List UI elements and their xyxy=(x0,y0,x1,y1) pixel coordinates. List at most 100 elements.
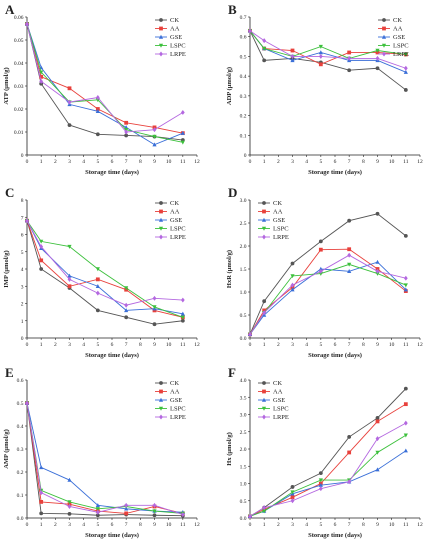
data-point xyxy=(248,513,252,519)
data-point xyxy=(39,70,44,75)
legend-marker xyxy=(158,43,164,48)
data-point xyxy=(347,262,352,267)
x-tick-label: 9 xyxy=(376,159,379,165)
chart-panel-e: E0 1 2 3 4 5 6 7 8 9 10 11 120.00.10.20.30.40.50.6St… xyxy=(3,365,200,539)
x-tick-label: 6 xyxy=(111,159,114,165)
legend-item-lrpe: LRPE xyxy=(155,51,186,58)
y-tick-label: 0.05 xyxy=(14,38,24,44)
data-point xyxy=(318,266,323,271)
y-tick-label: 0.2 xyxy=(240,114,247,120)
x-tick-label: 3 xyxy=(291,522,294,528)
data-point xyxy=(95,503,100,508)
series-lrpe xyxy=(25,400,185,518)
data-point xyxy=(318,239,323,244)
y-axis-label: ADP (μmol/g) xyxy=(226,67,233,105)
y-tick-label: 0.03 xyxy=(14,84,24,90)
data-point xyxy=(39,511,44,516)
x-tick-label: 0 xyxy=(249,522,252,528)
legend-item-gse: GSE xyxy=(155,34,182,41)
x-tick-label: 8 xyxy=(139,159,142,165)
y-tick-label: 0.02 xyxy=(14,107,24,113)
legend-label: LSPC xyxy=(273,406,289,413)
data-point xyxy=(375,66,380,71)
legend-marker xyxy=(262,381,266,385)
x-tick-label: 3 xyxy=(68,159,71,165)
x-tick-label: 0 xyxy=(26,342,29,348)
legend-marker xyxy=(158,406,164,411)
legend-marker xyxy=(382,26,386,31)
x-axis-label: Storage time (days) xyxy=(308,532,362,539)
y-tick-label: 3.0 xyxy=(240,413,247,419)
data-point xyxy=(403,433,408,438)
data-point xyxy=(375,268,380,274)
legend-marker xyxy=(262,209,266,214)
legend-label: LRPE xyxy=(170,234,186,241)
legend-label: AA xyxy=(170,209,180,216)
data-point xyxy=(347,252,352,258)
series-line xyxy=(26,402,183,513)
data-point xyxy=(152,513,157,518)
x-tick-label: 4 xyxy=(305,159,308,165)
data-point xyxy=(262,509,267,514)
data-point xyxy=(95,509,100,515)
data-point xyxy=(375,48,380,53)
data-point xyxy=(180,512,185,518)
legend-label: CK xyxy=(273,200,282,207)
y-tick-label: 0.4 xyxy=(240,74,247,80)
data-point xyxy=(180,318,185,323)
data-point xyxy=(375,467,380,472)
data-point xyxy=(152,509,157,514)
data-point xyxy=(39,239,44,244)
legend-item-lspc: LSPC xyxy=(258,226,289,233)
x-tick-label: 0 xyxy=(249,342,252,348)
x-tick-label: 1 xyxy=(40,522,43,528)
x-tick-label: 1 xyxy=(40,342,43,348)
x-tick-label: 9 xyxy=(376,342,379,348)
data-point xyxy=(318,478,323,483)
data-point xyxy=(403,52,408,57)
y-tick-label: 0.2 xyxy=(17,470,24,476)
data-point xyxy=(290,48,295,53)
y-tick-label: 2.0 xyxy=(240,244,247,250)
x-tick-label: 8 xyxy=(139,522,142,528)
data-point xyxy=(67,504,72,509)
data-point xyxy=(262,299,267,304)
data-point xyxy=(67,500,72,505)
x-tick-label: 1 xyxy=(263,159,266,165)
legend-label: LSPC xyxy=(273,226,289,233)
x-tick-label: 7 xyxy=(348,522,351,528)
y-tick-label: 1.0 xyxy=(240,290,247,296)
y-axis-label: IMP (μmol/g) xyxy=(3,250,10,287)
y-tick-label: 2 xyxy=(21,302,24,308)
y-tick-label: 5 xyxy=(21,250,24,256)
data-point xyxy=(290,58,295,63)
data-point xyxy=(403,420,408,426)
x-tick-label: 11 xyxy=(403,342,409,348)
x-tick-label: 4 xyxy=(305,522,308,528)
data-point xyxy=(39,244,44,250)
legend-item-lrpe: LRPE xyxy=(258,234,289,241)
chart-panel-b: B0 1 2 3 4 5 6 7 8 9 10 11 1200.10.20.30.40.50.60.7S… xyxy=(226,2,423,176)
legend-marker xyxy=(159,18,163,22)
data-point xyxy=(290,287,295,292)
chart-panel-a: A0 1 2 3 4 5 6 7 8 9 10 11 1200.010.020.030.040.050.… xyxy=(3,2,200,176)
series-line xyxy=(26,402,183,517)
legend-label: CK xyxy=(170,200,179,207)
legend-item-gse: GSE xyxy=(378,34,405,41)
data-point xyxy=(124,502,129,508)
data-point xyxy=(152,142,157,147)
y-tick-label: 2.5 xyxy=(240,221,247,227)
x-tick-label: 5 xyxy=(319,522,322,528)
x-tick-label: 5 xyxy=(96,522,99,528)
data-point xyxy=(318,486,323,492)
data-point xyxy=(318,62,323,67)
x-tick-label: 3 xyxy=(291,159,294,165)
x-tick-label: 4 xyxy=(82,159,85,165)
data-point xyxy=(347,479,352,485)
y-tick-label: 0.04 xyxy=(14,61,24,67)
series-line xyxy=(249,450,407,517)
data-point xyxy=(318,50,323,55)
